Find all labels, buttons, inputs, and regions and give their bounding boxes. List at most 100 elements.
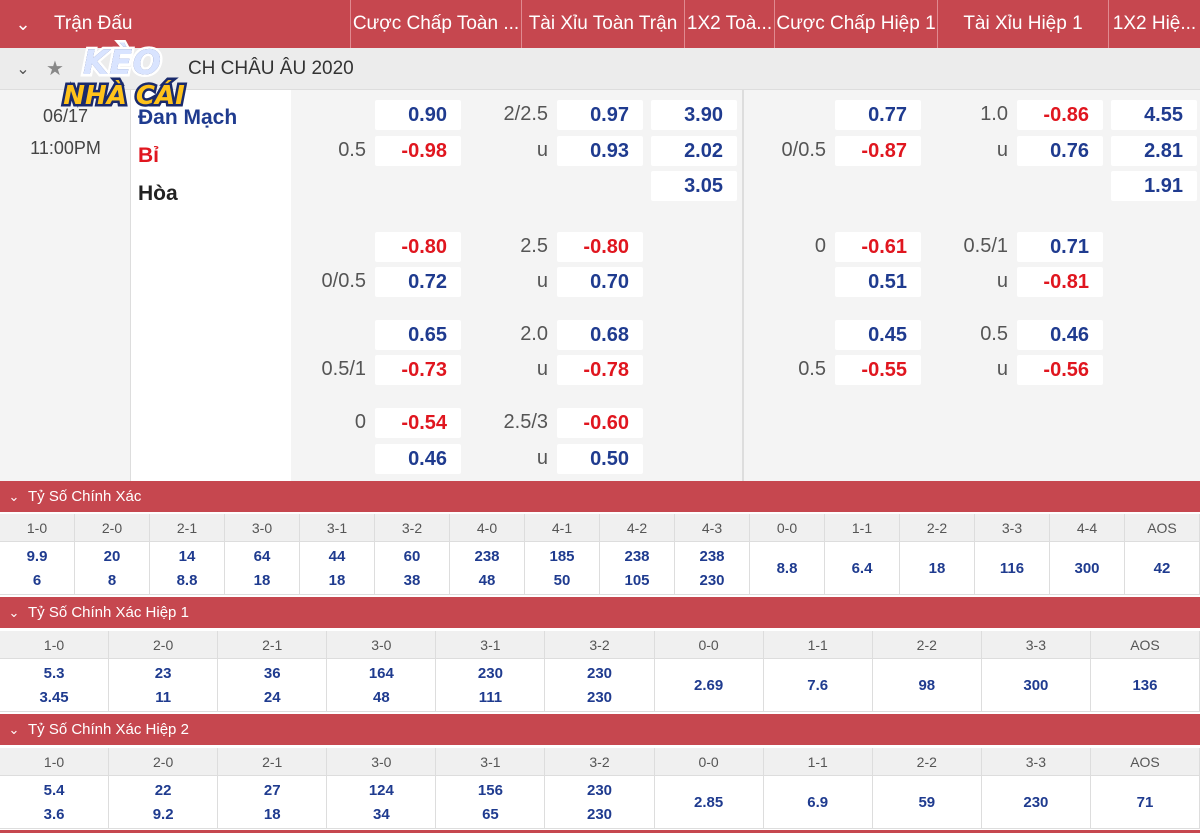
- h1ou-odds-button[interactable]: -0.81: [1017, 267, 1103, 297]
- score-odds-cell[interactable]: 36 24: [218, 659, 328, 711]
- h1hdp-odds-button[interactable]: 0.77: [835, 100, 921, 130]
- score-odds-cell[interactable]: 230 111: [436, 659, 546, 711]
- score-odds-cell[interactable]: 59: [873, 776, 982, 828]
- score-odds-home: 20: [103, 548, 121, 565]
- score-label: 1-0: [0, 514, 75, 541]
- ou-odds-button[interactable]: 0.93: [557, 136, 643, 166]
- h1ou-odds-button[interactable]: 0.76: [1017, 136, 1103, 166]
- h1ou-odds-button[interactable]: -0.86: [1017, 100, 1103, 130]
- score-odds-cell[interactable]: 116: [975, 542, 1050, 594]
- score-odds-cell[interactable]: 136: [1091, 659, 1200, 711]
- x1x2-draw-odds-button[interactable]: 3.05: [651, 171, 737, 201]
- score-odds-cell[interactable]: 64 18: [225, 542, 300, 594]
- score-odds-cell[interactable]: 5.4 3.6: [0, 776, 110, 828]
- score-odds-cell[interactable]: 156 65: [436, 776, 546, 828]
- ou-odds-button[interactable]: 0.70: [557, 267, 643, 297]
- score-odds-cell[interactable]: 6.9: [764, 776, 873, 828]
- score-odds-away: 65: [482, 806, 499, 823]
- score-odds-cell[interactable]: 9.9 6: [0, 542, 75, 594]
- score-odds-cell[interactable]: 8.8: [750, 542, 825, 594]
- ou-odds-button[interactable]: -0.60: [557, 408, 643, 438]
- section-collapse-chevron-icon[interactable]: ⌄: [8, 488, 20, 504]
- correct-score-h1-title: Tỷ Số Chính Xác Hiệp 1: [28, 604, 189, 621]
- draw-label: Hòa: [138, 182, 178, 205]
- score-odds-cell[interactable]: 23 11: [109, 659, 219, 711]
- score-odds-cell[interactable]: 60 38: [375, 542, 450, 594]
- score-odds-cell[interactable]: 44 18: [300, 542, 375, 594]
- league-collapse-chevron-icon[interactable]: ⌄: [16, 60, 30, 78]
- score-odds-cell[interactable]: 300: [1050, 542, 1125, 594]
- header-over-under-h1: Tài Xỉu Hiệp 1: [937, 0, 1108, 48]
- h1ou-odds-button[interactable]: 0.46: [1017, 320, 1103, 350]
- score-odds-home: 230: [587, 782, 613, 799]
- x1x2-away-odds-button[interactable]: 2.02: [651, 136, 737, 166]
- h1hdp-odds-button[interactable]: -0.55: [835, 355, 921, 385]
- score-odds-cell[interactable]: 238 48: [450, 542, 525, 594]
- score-odds-away: 230: [587, 689, 613, 706]
- score-odds-cell[interactable]: 2.69: [655, 659, 764, 711]
- score-label: 3-1: [436, 631, 546, 658]
- correct-score-h1-section-header[interactable]: ⌄ Tỷ Số Chính Xác Hiệp 1: [0, 597, 1200, 628]
- ou-odds-button[interactable]: 0.50: [557, 444, 643, 474]
- hdp-odds-button[interactable]: -0.80: [375, 232, 461, 262]
- score-odds-cell[interactable]: 42: [1125, 542, 1200, 594]
- h1hdp-odds-button[interactable]: -0.61: [835, 232, 921, 262]
- score-label: 2-0: [109, 631, 219, 658]
- score-odds-cell[interactable]: 164 48: [327, 659, 437, 711]
- h1ou-odds-button[interactable]: 0.71: [1017, 232, 1103, 262]
- hdp-odds-button[interactable]: -0.98: [375, 136, 461, 166]
- score-odds-cell[interactable]: 124 34: [327, 776, 437, 828]
- score-odds-home: 5.3: [43, 665, 65, 682]
- score-odds-cell[interactable]: 238 105: [600, 542, 675, 594]
- score-odds-cell[interactable]: 300: [982, 659, 1091, 711]
- score-odds-cell[interactable]: 98: [873, 659, 982, 711]
- score-odds-cell[interactable]: 230 230: [545, 776, 655, 828]
- hdp-odds-button[interactable]: -0.73: [375, 355, 461, 385]
- h1ou-odds-button[interactable]: -0.56: [1017, 355, 1103, 385]
- score-odds-cell[interactable]: 6.4: [825, 542, 900, 594]
- favorite-star-icon[interactable]: ★: [46, 58, 64, 80]
- section-collapse-chevron-icon[interactable]: ⌄: [8, 604, 20, 620]
- score-odds-cell[interactable]: 20 8: [75, 542, 150, 594]
- hdp-odds-button[interactable]: 0.65: [375, 320, 461, 350]
- hdp-odds-button[interactable]: -0.54: [375, 408, 461, 438]
- score-odds-cell[interactable]: 71: [1091, 776, 1200, 828]
- score-odds-cell[interactable]: 230 230: [545, 659, 655, 711]
- league-row[interactable]: ⌄ ★ CH CHÂU ÂU 2020: [0, 48, 1200, 90]
- score-odds-home: 14: [178, 548, 196, 565]
- score-odds-cell[interactable]: 238 230: [675, 542, 750, 594]
- hdp-odds-button[interactable]: 0.72: [375, 267, 461, 297]
- score-odds-cell[interactable]: 22 9.2: [109, 776, 219, 828]
- score-odds-home: 60: [403, 548, 421, 565]
- correct-score-h2-section-header[interactable]: ⌄ Tỷ Số Chính Xác Hiệp 2: [0, 714, 1200, 745]
- home-team: Đan Mạch: [138, 106, 238, 129]
- h1hdp-odds-button[interactable]: -0.87: [835, 136, 921, 166]
- h1hdp-odds-button[interactable]: 0.51: [835, 267, 921, 297]
- score-odds-cell[interactable]: 5.3 3.45: [0, 659, 110, 711]
- hdp-odds-button[interactable]: 0.90: [375, 100, 461, 130]
- score-odds-cell[interactable]: 27 18: [218, 776, 328, 828]
- score-odds-cell[interactable]: 18: [900, 542, 975, 594]
- hdp-odds-button[interactable]: 0.46: [375, 444, 461, 474]
- score-odds-cell[interactable]: 14 8.8: [150, 542, 225, 594]
- h1-1x2-draw-odds-button[interactable]: 1.91: [1111, 171, 1197, 201]
- score-odds-cell[interactable]: 7.6: [764, 659, 873, 711]
- h1-1x2-home-odds-button[interactable]: 4.55: [1111, 100, 1197, 130]
- ou-odds-button[interactable]: 0.97: [557, 100, 643, 130]
- correct-score-section-header[interactable]: ⌄ Tỷ Số Chính Xác: [0, 481, 1200, 512]
- ou-odds-button[interactable]: -0.78: [557, 355, 643, 385]
- h1-1x2-away-odds-button[interactable]: 2.81: [1111, 136, 1197, 166]
- section-collapse-chevron-icon[interactable]: ⌄: [8, 721, 20, 737]
- ou-odds-button[interactable]: -0.80: [557, 232, 643, 262]
- score-label: 3-2: [375, 514, 450, 541]
- score-odds-cell[interactable]: 185 50: [525, 542, 600, 594]
- score-odds-away: 9.2: [152, 806, 174, 823]
- score-label: 4-4: [1050, 514, 1125, 541]
- collapse-all-chevron-icon[interactable]: ⌄: [15, 13, 31, 34]
- h1hdp-odds-button[interactable]: 0.45: [835, 320, 921, 350]
- score-odds-home: 185: [549, 548, 575, 565]
- x1x2-home-odds-button[interactable]: 3.90: [651, 100, 737, 130]
- ou-odds-button[interactable]: 0.68: [557, 320, 643, 350]
- score-odds-cell[interactable]: 2.85: [655, 776, 764, 828]
- score-odds-cell[interactable]: 230: [982, 776, 1091, 828]
